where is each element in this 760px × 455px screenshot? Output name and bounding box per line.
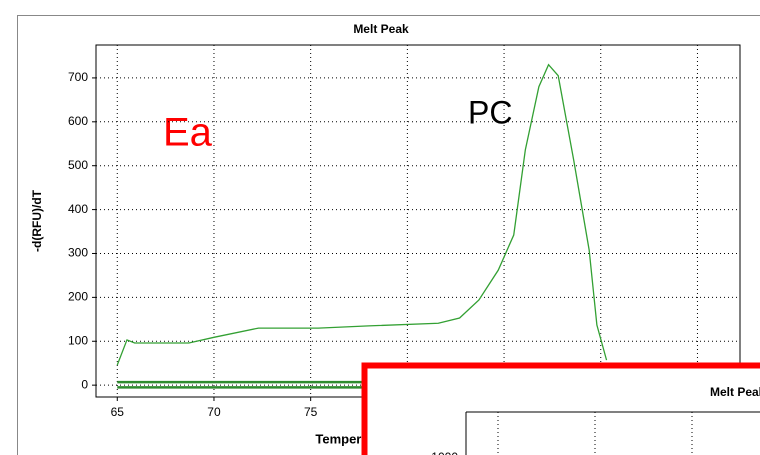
y-axis-label: -d(RFU)/dT: [30, 189, 44, 252]
inset-frame: [361, 362, 760, 455]
y-tick-label: 200: [68, 290, 88, 304]
y-tick-label: 500: [68, 158, 88, 172]
annotation: PC: [468, 94, 512, 130]
y-tick-label: 600: [68, 114, 88, 128]
chart-title: Melt Peak: [353, 22, 409, 36]
x-tick-label: 70: [207, 405, 221, 419]
y-tick-label: 400: [68, 202, 88, 216]
annotation: Ea: [163, 111, 213, 155]
y-tick-label: 300: [68, 246, 88, 260]
y-tick-label: 100: [68, 333, 88, 347]
x-tick-label: 75: [304, 405, 318, 419]
inset-title: Melt Peak: [710, 385, 760, 399]
y-tick-label: 700: [68, 70, 88, 84]
inset-chart: Melt Peak 1000: [361, 362, 760, 455]
y-tick-label: 1000: [431, 450, 458, 455]
line: [116, 63, 608, 366]
x-tick-label: 65: [111, 405, 125, 419]
y-tick-label: 0: [81, 377, 88, 391]
